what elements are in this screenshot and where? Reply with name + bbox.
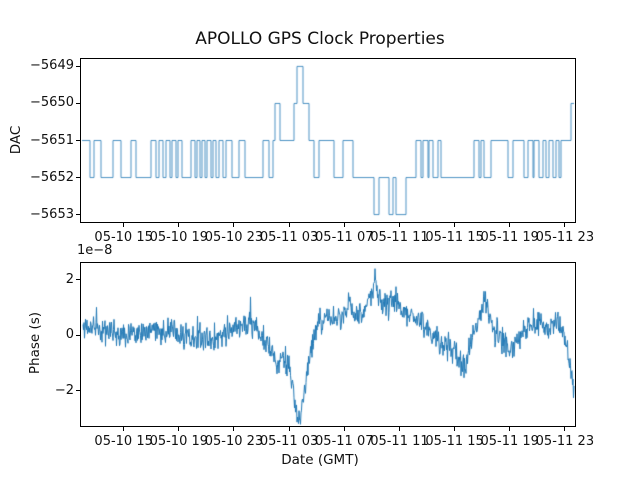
x-tick-mark: [288, 427, 290, 431]
x-tick-mark: [178, 427, 180, 431]
y-tick-mark: [76, 102, 80, 104]
x-tick-label: 05-11 11: [370, 434, 429, 449]
x-tick-label: 05-10 19: [149, 434, 209, 449]
y-tick-label: 2: [65, 271, 74, 287]
phase-noise-line-canvas: [81, 263, 575, 426]
x-tick-label: 05-11 19: [480, 434, 539, 449]
x-tick-label: 05-10 23: [204, 230, 264, 245]
x-tick-mark: [178, 223, 180, 227]
y-tick-mark: [76, 65, 80, 67]
y-tick-label: −5650: [30, 95, 74, 111]
dac-subplot-axes: [80, 58, 576, 223]
x-tick-label: 05-11 15: [425, 230, 484, 245]
phase-subplot-axes: [80, 262, 576, 427]
x-tick-label: 05-10 15: [94, 434, 153, 449]
y-tick-label: −5651: [30, 132, 74, 148]
y-tick-mark: [76, 177, 80, 179]
x-tick-mark: [123, 223, 125, 227]
y-tick-label: −5649: [30, 58, 74, 74]
x-tick-label: 05-11 15: [425, 434, 484, 449]
x-tick-mark: [564, 223, 566, 227]
x-tick-mark: [454, 427, 456, 431]
x-tick-label: 05-11 23: [535, 434, 595, 449]
y-tick-label: −5653: [30, 206, 74, 222]
y-tick-mark: [76, 214, 80, 216]
x-tick-label: 05-11 03: [259, 434, 319, 449]
x-tick-label: 05-10 23: [204, 434, 264, 449]
x-tick-mark: [233, 427, 235, 431]
x-tick-label: 05-11 23: [535, 230, 595, 245]
chart-title: APOLLO GPS Clock Properties: [195, 29, 445, 49]
y-tick-mark: [76, 334, 80, 336]
x-tick-label: 05-11 11: [370, 230, 429, 245]
y-tick-label: −2: [54, 382, 74, 398]
x-tick-mark: [288, 223, 290, 227]
x-tick-mark: [454, 223, 456, 227]
x-tick-mark: [398, 427, 400, 431]
x-tick-mark: [509, 427, 511, 431]
y-tick-label: −5652: [30, 169, 74, 185]
x-tick-label: 05-11 07: [315, 434, 374, 449]
y-tick-mark: [76, 279, 80, 281]
x-tick-label: 05-10 19: [149, 230, 209, 245]
x-tick-label: 05-10 15: [94, 230, 153, 245]
dac-step-line-canvas: [81, 59, 575, 222]
x-tick-label: 05-11 19: [480, 230, 539, 245]
phase-axis-offset-text: 1e−8: [77, 243, 113, 258]
x-tick-mark: [509, 223, 511, 227]
y-tick-label: 0: [65, 327, 74, 343]
x-axis-label: Date (GMT): [281, 452, 359, 468]
x-tick-mark: [564, 427, 566, 431]
y-tick-mark: [76, 140, 80, 141]
x-tick-mark: [343, 427, 345, 431]
x-tick-label: 05-11 03: [259, 230, 319, 245]
x-tick-mark: [398, 223, 400, 227]
x-tick-label: 05-11 07: [315, 230, 374, 245]
x-tick-mark: [123, 427, 125, 431]
x-tick-mark: [343, 223, 345, 227]
y-tick-mark: [76, 390, 80, 392]
x-tick-mark: [233, 223, 235, 227]
